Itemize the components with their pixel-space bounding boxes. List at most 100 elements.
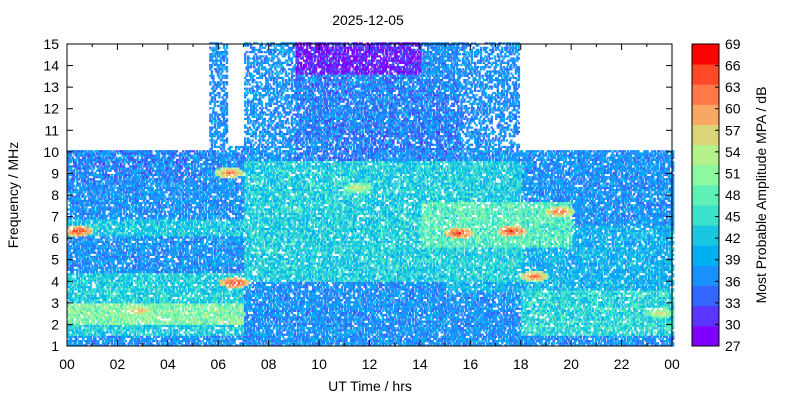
heatmap-cell — [96, 234, 98, 236]
heatmap-cell — [120, 331, 122, 333]
heatmap-cell — [125, 306, 127, 308]
heatmap-cell — [78, 282, 80, 284]
heatmap-cell — [79, 165, 81, 167]
heatmap-cell — [105, 293, 107, 295]
heatmap-cell — [138, 323, 140, 325]
heatmap-cell — [114, 185, 116, 187]
heatmap-cell — [112, 295, 114, 297]
heatmap-cell — [115, 232, 117, 234]
heatmap-cell — [91, 193, 93, 195]
heatmap-cell — [114, 342, 116, 344]
heatmap-cell — [73, 306, 75, 308]
heatmap-cell — [115, 265, 117, 267]
heatmap-cell — [88, 267, 90, 269]
heatmap-cell — [97, 342, 99, 344]
heatmap-cell — [126, 202, 128, 204]
heatmap-cell — [114, 306, 116, 308]
heatmap-cell — [118, 228, 120, 230]
heatmap-cell — [131, 340, 133, 342]
heatmap-cell — [123, 230, 125, 232]
heatmap-cell — [79, 262, 81, 264]
heatmap-cell — [102, 170, 104, 172]
heatmap-cell — [122, 340, 124, 342]
heatmap-cell — [128, 178, 130, 180]
heatmap-cell — [69, 230, 71, 232]
heatmap-cell — [135, 206, 137, 208]
heatmap-cell — [126, 200, 128, 202]
heatmap-cell — [105, 301, 107, 303]
heatmap-cell — [69, 234, 71, 236]
heatmap-cell — [137, 336, 139, 338]
heatmap-cell — [106, 230, 108, 232]
heatmap-cell — [99, 252, 101, 254]
heatmap-cell — [94, 204, 96, 206]
heatmap-cell — [132, 157, 134, 159]
heatmap-cell — [103, 198, 105, 200]
heatmap-cell — [129, 267, 131, 269]
heatmap-cell — [106, 202, 108, 204]
heatmap-cell — [123, 208, 125, 210]
heatmap-cell — [131, 221, 133, 223]
heatmap-cell — [97, 200, 99, 202]
heatmap-cell — [78, 196, 80, 198]
heatmap-cell — [70, 338, 72, 340]
heatmap-cell — [73, 172, 75, 174]
heatmap-cell — [96, 271, 98, 273]
heatmap-cell — [76, 230, 78, 232]
heatmap-cell — [100, 338, 102, 340]
heatmap-cell — [76, 180, 78, 182]
heatmap-cell — [97, 336, 99, 338]
heatmap-cell — [97, 275, 99, 277]
heatmap-cell — [125, 176, 127, 178]
heatmap-cell — [70, 155, 72, 157]
heatmap-cell — [84, 316, 86, 318]
heatmap-cell — [125, 159, 127, 161]
heatmap-cell — [73, 301, 75, 303]
heatmap-cell — [70, 168, 72, 170]
heatmap-cell — [84, 198, 86, 200]
heatmap-cell — [99, 312, 101, 314]
heatmap-cell — [122, 219, 124, 221]
heatmap-cell — [111, 228, 113, 230]
heatmap-cell — [108, 234, 110, 236]
heatmap-cell — [70, 224, 72, 226]
heatmap-cell — [112, 278, 114, 280]
heatmap-cell — [93, 165, 95, 167]
heatmap-cell — [123, 178, 125, 180]
heatmap-cell — [85, 284, 87, 286]
heatmap-cell — [100, 200, 102, 202]
heatmap-cell — [137, 183, 139, 185]
heatmap-cell — [85, 312, 87, 314]
heatmap-cell — [108, 163, 110, 165]
heatmap-cell — [79, 258, 81, 260]
heatmap-cell — [99, 303, 101, 305]
heatmap-cells — [67, 42, 674, 346]
heatmap-cell — [134, 243, 136, 245]
heatmap-cell — [90, 260, 92, 262]
heatmap-cell — [131, 174, 133, 176]
heatmap-cell — [126, 247, 128, 249]
heatmap-cell — [106, 299, 108, 301]
heatmap-cell — [135, 262, 137, 264]
heatmap-cell — [73, 180, 75, 182]
heatmap-cell — [138, 230, 140, 232]
heatmap-cell — [79, 329, 81, 331]
heatmap-cell — [126, 230, 128, 232]
heatmap-cell — [94, 224, 96, 226]
heatmap-cell — [97, 310, 99, 312]
heatmap-cell — [132, 316, 134, 318]
heatmap-cell — [81, 325, 83, 327]
heatmap-cell — [103, 308, 105, 310]
heatmap-cell — [114, 247, 116, 249]
heatmap-cell — [123, 275, 125, 277]
heatmap-cell — [96, 265, 98, 267]
heatmap-cell — [97, 299, 99, 301]
heatmap-cell — [106, 329, 108, 331]
heatmap-cell — [75, 224, 77, 226]
heatmap-cell — [70, 295, 72, 297]
heatmap-cell — [82, 163, 84, 165]
heatmap-cell — [85, 196, 87, 198]
heatmap-cell — [93, 323, 95, 325]
heatmap-cell — [132, 191, 134, 193]
heatmap-cell — [128, 280, 130, 282]
